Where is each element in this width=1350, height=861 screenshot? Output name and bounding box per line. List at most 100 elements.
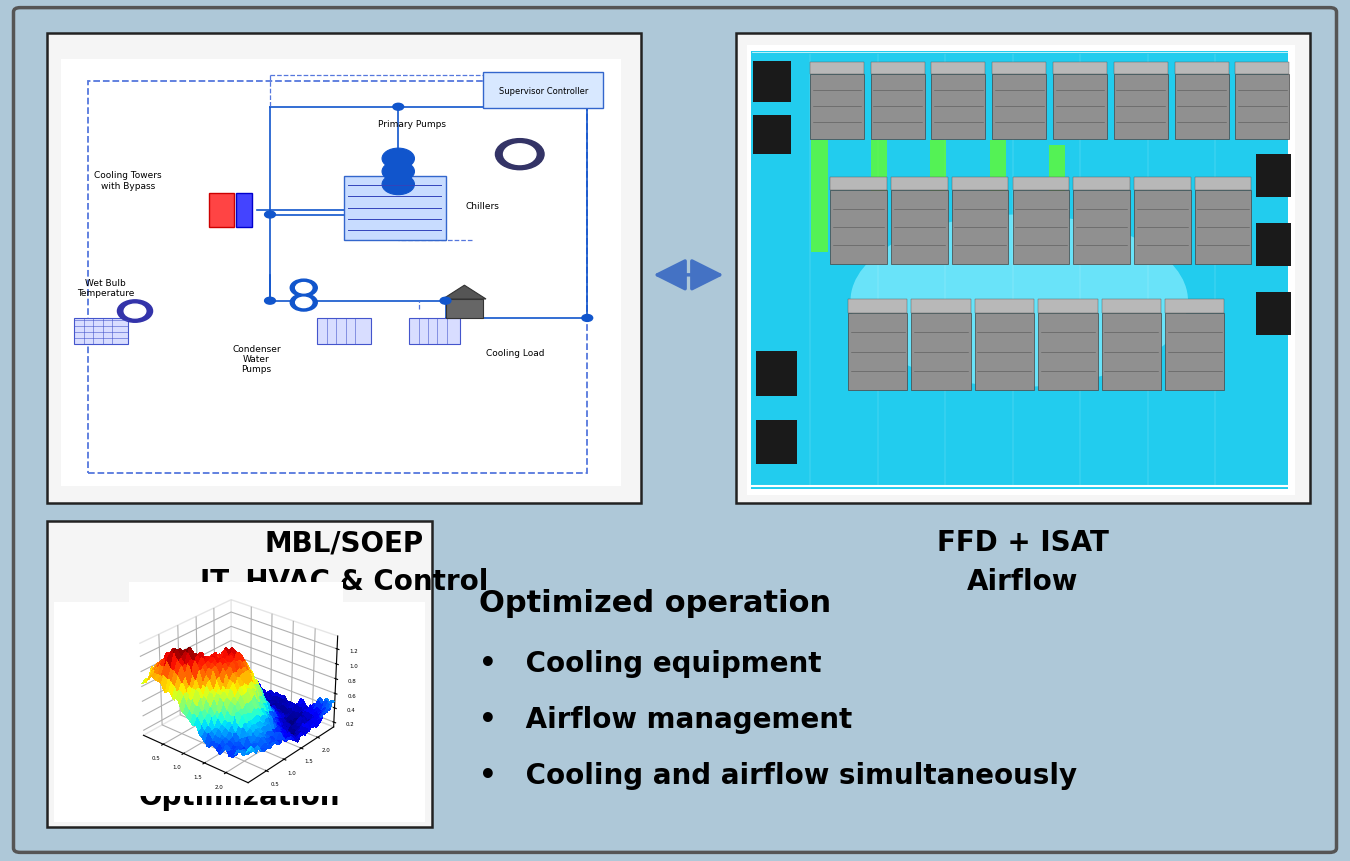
Bar (848, 300, 907, 313)
Bar (891, 191, 948, 264)
Text: Wet Bulb
Temperature: Wet Bulb Temperature (77, 279, 134, 298)
Bar (992, 64, 1046, 75)
Bar (830, 191, 887, 264)
Bar (871, 64, 925, 75)
FancyBboxPatch shape (47, 34, 641, 504)
Bar (209, 194, 234, 228)
Bar (830, 178, 887, 191)
Bar (751, 52, 1288, 489)
FancyBboxPatch shape (47, 521, 432, 827)
Bar (930, 141, 946, 253)
Bar (1256, 293, 1291, 336)
Bar (952, 178, 1008, 191)
Bar (810, 75, 864, 139)
Text: Optimization: Optimization (139, 783, 340, 810)
Bar (848, 313, 907, 391)
Bar (952, 191, 1008, 264)
Bar (88, 82, 587, 474)
Bar (1053, 75, 1107, 139)
Bar (810, 64, 864, 75)
Bar (54, 602, 425, 822)
Bar (975, 300, 1034, 313)
Circle shape (382, 162, 414, 183)
Bar (891, 178, 948, 191)
Bar (236, 194, 252, 228)
Text: IT, HVAC & Control: IT, HVAC & Control (200, 567, 489, 595)
Circle shape (382, 175, 414, 195)
Text: Airflow: Airflow (967, 567, 1079, 595)
Text: •   Cooling and airflow simultaneously: • Cooling and airflow simultaneously (479, 761, 1077, 789)
Bar (1235, 75, 1289, 139)
Text: Cooling Load: Cooling Load (486, 349, 544, 357)
Bar (1256, 224, 1291, 267)
Bar (1012, 178, 1069, 191)
Bar (61, 60, 621, 486)
Bar (344, 177, 446, 241)
Bar (1235, 64, 1289, 75)
Text: GenOpt: GenOpt (181, 748, 298, 776)
Text: Supervisor Controller: Supervisor Controller (500, 87, 589, 96)
Text: •   Airflow management: • Airflow management (479, 705, 852, 733)
Text: Primary Pumps: Primary Pumps (378, 121, 446, 129)
Circle shape (124, 305, 146, 319)
Bar (756, 351, 796, 396)
Bar (753, 116, 791, 155)
Bar (1038, 313, 1098, 391)
Text: Chillers: Chillers (466, 202, 500, 211)
Ellipse shape (850, 215, 1188, 387)
Bar (747, 46, 1295, 495)
Bar (811, 141, 828, 253)
FancyBboxPatch shape (446, 300, 483, 319)
Bar (1195, 191, 1251, 264)
Bar (1012, 191, 1069, 264)
Bar (1134, 191, 1191, 264)
Bar (1102, 313, 1161, 391)
Text: Optimized operation: Optimized operation (479, 588, 832, 617)
Bar (931, 75, 985, 139)
Bar (1134, 178, 1191, 191)
Bar (931, 64, 985, 75)
Bar (1053, 64, 1107, 75)
Bar (1165, 300, 1224, 313)
Bar (992, 75, 1046, 139)
Bar (1038, 300, 1098, 313)
Circle shape (290, 280, 317, 297)
Circle shape (296, 283, 312, 294)
Bar (871, 75, 925, 139)
Text: MBL/SOEP: MBL/SOEP (265, 529, 424, 556)
Circle shape (265, 298, 275, 305)
Circle shape (117, 300, 153, 323)
Bar (1195, 178, 1251, 191)
Text: FFD + ISAT: FFD + ISAT (937, 529, 1108, 556)
Bar (1165, 313, 1224, 391)
Circle shape (495, 139, 544, 170)
Bar (1174, 75, 1228, 139)
Bar (1256, 155, 1291, 198)
Bar (1102, 300, 1161, 313)
FancyBboxPatch shape (736, 34, 1310, 504)
Circle shape (393, 104, 404, 111)
Circle shape (290, 294, 317, 312)
Polygon shape (443, 286, 486, 300)
Circle shape (504, 145, 536, 165)
Bar (911, 300, 971, 313)
Bar (1114, 64, 1168, 75)
Bar (753, 62, 791, 103)
Bar (74, 319, 128, 344)
Bar (1174, 64, 1228, 75)
Bar (1073, 178, 1130, 191)
Bar (1049, 146, 1065, 253)
Bar (1073, 191, 1130, 264)
Text: Cooling Towers
with Bypass: Cooling Towers with Bypass (95, 171, 162, 190)
Text: Condenser
Water
Pumps: Condenser Water Pumps (232, 344, 281, 374)
FancyBboxPatch shape (14, 9, 1336, 852)
Circle shape (296, 298, 312, 308)
Text: •   Cooling equipment: • Cooling equipment (479, 649, 822, 677)
Bar (871, 141, 887, 253)
Bar (1114, 75, 1168, 139)
Bar (756, 420, 796, 465)
Circle shape (265, 212, 275, 219)
Bar (911, 313, 971, 391)
Bar (975, 313, 1034, 391)
Circle shape (382, 149, 414, 170)
